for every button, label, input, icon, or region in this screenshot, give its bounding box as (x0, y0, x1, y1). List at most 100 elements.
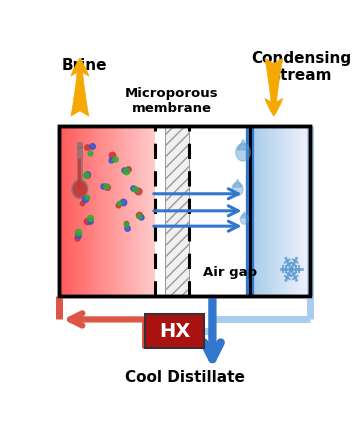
Bar (96, 125, 98, 296)
Bar (123, 125, 124, 296)
Bar (137, 125, 138, 296)
Bar (136, 125, 137, 296)
Bar (261, 125, 262, 296)
Bar (148, 125, 149, 296)
Bar (189, 125, 250, 296)
Bar (253, 125, 254, 296)
Bar (114, 125, 116, 296)
Bar (271, 125, 272, 296)
Bar (255, 125, 256, 296)
Bar (105, 125, 106, 296)
Bar (141, 125, 142, 296)
Bar (262, 125, 263, 296)
Polygon shape (233, 179, 242, 187)
Bar (250, 125, 251, 296)
Bar (270, 125, 271, 296)
Circle shape (72, 180, 88, 198)
Polygon shape (238, 139, 248, 150)
Bar (279, 125, 280, 296)
Bar (264, 125, 265, 296)
Bar (256, 125, 257, 296)
Bar (78, 159, 81, 189)
Bar (99, 125, 100, 296)
Bar (266, 125, 267, 296)
Bar (75, 125, 76, 296)
Circle shape (74, 182, 86, 197)
Bar (272, 125, 273, 296)
Bar (113, 125, 114, 296)
Bar (290, 125, 291, 296)
Bar (260, 125, 261, 296)
Bar (144, 125, 145, 296)
Bar (71, 125, 72, 296)
Bar (90, 125, 91, 296)
Bar (140, 125, 141, 296)
Bar (145, 314, 204, 348)
Bar (258, 125, 259, 296)
Bar (126, 125, 127, 296)
Bar (68, 125, 70, 296)
Bar (300, 125, 301, 296)
Text: Brine: Brine (62, 58, 107, 73)
Bar (283, 125, 284, 296)
Bar (251, 125, 252, 296)
Bar (287, 125, 288, 296)
Bar (76, 125, 77, 296)
Bar (288, 125, 289, 296)
Bar (291, 125, 292, 296)
Bar (77, 146, 83, 189)
Bar (102, 125, 103, 296)
Bar (106, 125, 107, 296)
Bar (132, 125, 134, 296)
Bar (111, 125, 112, 296)
Bar (293, 125, 294, 296)
Bar (299, 125, 300, 296)
Bar (150, 125, 152, 296)
Circle shape (236, 144, 250, 161)
Bar (153, 125, 154, 296)
Bar (165, 125, 189, 296)
Bar (109, 125, 111, 296)
Bar (306, 125, 307, 296)
Bar (263, 125, 264, 296)
Bar (98, 125, 99, 296)
Bar (59, 125, 60, 296)
Bar (89, 125, 90, 296)
Bar (91, 125, 93, 296)
Polygon shape (241, 212, 248, 218)
Text: Air gap: Air gap (203, 266, 258, 279)
Bar (307, 125, 308, 296)
Bar (67, 125, 68, 296)
Bar (143, 125, 144, 296)
Bar (134, 125, 135, 296)
Bar (107, 125, 108, 296)
Bar (142, 125, 143, 296)
Bar (122, 125, 123, 296)
Bar (269, 125, 270, 296)
Bar (100, 125, 101, 296)
Bar (289, 125, 290, 296)
Bar (64, 125, 65, 296)
Bar (303, 125, 304, 296)
Bar (127, 125, 129, 296)
Bar (78, 125, 80, 296)
Bar (84, 125, 85, 296)
Circle shape (240, 214, 249, 224)
Bar (60, 125, 61, 296)
Bar (276, 125, 277, 296)
Bar (63, 125, 64, 296)
Bar (108, 125, 109, 296)
Bar (130, 125, 131, 296)
Bar (277, 125, 278, 296)
Bar (82, 125, 83, 296)
Bar (119, 125, 120, 296)
Bar (145, 125, 147, 296)
Bar (292, 125, 293, 296)
Bar (131, 125, 132, 296)
Bar (254, 125, 255, 296)
Bar (278, 125, 279, 296)
Bar (87, 125, 88, 296)
Bar (274, 125, 275, 296)
Bar (285, 125, 286, 296)
Text: HX: HX (159, 322, 190, 341)
